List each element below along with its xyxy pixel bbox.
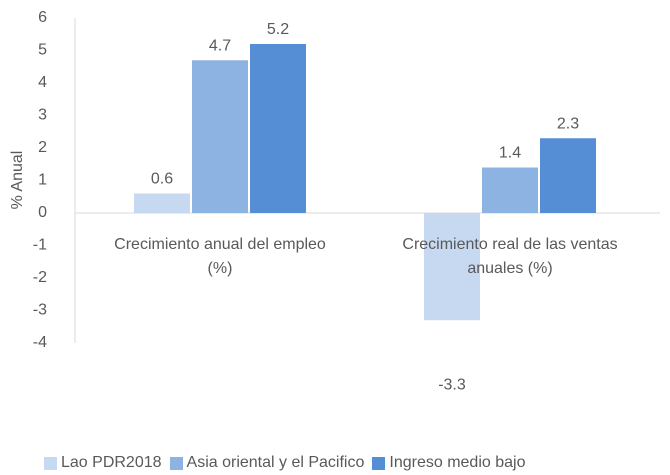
- data-label: 5.2: [267, 21, 289, 38]
- legend-item: Lao PDR2018: [44, 452, 162, 474]
- y-tick-label: 1: [38, 172, 47, 189]
- y-tick-label: 3: [38, 107, 47, 124]
- y-tick-label: -1: [33, 237, 47, 254]
- data-label: 1.4: [499, 145, 521, 162]
- legend-item: Asia oriental y el Pacifico: [169, 452, 365, 474]
- bar: [482, 167, 538, 213]
- legend-item: Ingreso medio bajo: [372, 452, 525, 474]
- legend-swatch: [372, 456, 386, 470]
- y-tick-label: -3: [33, 302, 47, 319]
- x-tick-label: Crecimiento real de las ventas anuales (…: [402, 236, 618, 277]
- y-tick-label: -4: [33, 334, 47, 351]
- data-label: 4.7: [209, 37, 231, 54]
- y-tick-label: 6: [38, 9, 47, 26]
- y-tick-label: 0: [38, 204, 47, 221]
- legend-swatch: [169, 456, 183, 470]
- legend-swatch: [44, 456, 57, 470]
- x-tick-label: Crecimiento anual del empleo (%): [114, 236, 326, 277]
- data-label: 0.6: [151, 171, 173, 188]
- legend-label: Ingreso medio bajo: [389, 454, 526, 471]
- data-label: -3.3: [438, 376, 466, 393]
- y-tick-label: 5: [38, 42, 47, 59]
- bar: [192, 60, 248, 213]
- data-label: 2.3: [557, 115, 579, 132]
- legend-label: Lao PDR2018: [61, 454, 162, 471]
- bar: [250, 44, 306, 213]
- legend: Lao PDR2018 Asia oriental y el Pacifico In…: [44, 452, 533, 474]
- y-tick-label: 4: [38, 74, 47, 91]
- bar: [540, 138, 596, 213]
- legend-label: Asia oriental y el Pacifico: [186, 454, 365, 471]
- bar: [134, 193, 190, 213]
- bar: [424, 213, 480, 321]
- y-tick-label: -2: [33, 269, 47, 286]
- y-tick-label: 2: [38, 139, 47, 156]
- y-axis-title: % Anual: [9, 151, 26, 210]
